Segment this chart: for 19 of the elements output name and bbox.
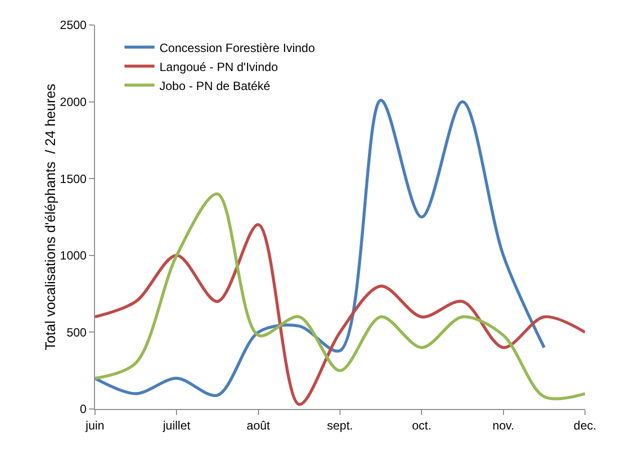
y-tick-label: 1500 <box>60 172 87 186</box>
x-tick-label: dec. <box>574 418 596 432</box>
legend-label: Concession Forestière Ivindo <box>160 40 316 55</box>
x-tick-label: oct. <box>412 418 432 432</box>
x-tick-label: août <box>246 418 271 432</box>
x-tick-label: nov. <box>492 418 514 432</box>
x-tick-label: juillet <box>162 418 191 432</box>
y-tick-label: 1000 <box>60 248 87 263</box>
y-tick-label: 500 <box>66 325 87 340</box>
x-tick-label: sept. <box>326 418 354 432</box>
line-series <box>95 223 585 406</box>
line-series <box>95 98 546 397</box>
y-tick-label: 2000 <box>60 95 87 109</box>
y-axis-title: Total vocalisations d'éléphants / 24 heures <box>42 84 58 350</box>
x-tick-label: juin <box>84 418 104 432</box>
y-tick-label: 0 <box>80 402 87 416</box>
legend-label: Langoué - PN d'Ivindo <box>160 60 278 74</box>
y-tick-label: 2500 <box>60 18 87 32</box>
legend-label: Jobo - PN de Batéké <box>160 78 271 93</box>
